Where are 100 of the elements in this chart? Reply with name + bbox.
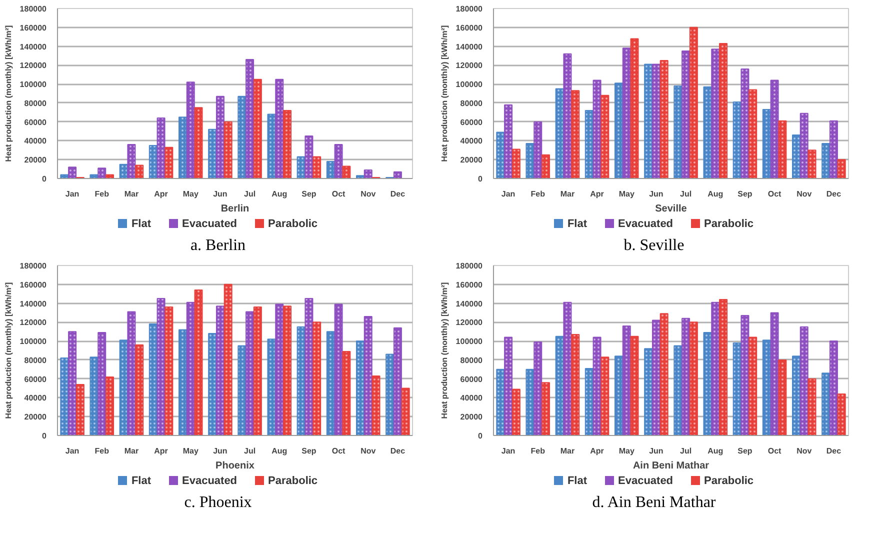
x-tick-label: Mar xyxy=(124,190,139,198)
y-tick-label: 60000 xyxy=(24,374,48,384)
y-tick-label: 140000 xyxy=(20,42,48,52)
x-tick-label: May xyxy=(182,446,199,456)
x-tick-label: Jun xyxy=(213,446,228,456)
legend-label: Evacuated xyxy=(181,474,238,489)
text: b. Seville xyxy=(624,236,684,256)
x-tick-label: Aug xyxy=(272,190,288,198)
legend-label: Parabolic xyxy=(703,217,754,232)
legend-label: Flat xyxy=(130,217,151,232)
legend-label: Parabolic xyxy=(703,474,754,489)
x-tick-label: Nov xyxy=(360,446,376,456)
y-tick-label: 0 xyxy=(478,174,484,184)
x-tick-label: May xyxy=(182,190,199,198)
legend-label: Flat xyxy=(566,217,587,232)
x-axis-title: Phoenix xyxy=(216,460,255,472)
y-axis-title: Heat production (monthly) [kWh/m²] xyxy=(440,24,449,162)
y-tick-label: 100000 xyxy=(20,337,48,346)
y-tick-label: 120000 xyxy=(456,318,484,328)
x-tick-label: Aug xyxy=(708,446,724,456)
x-tick-label: May xyxy=(618,446,635,456)
legend-label: Evacuated xyxy=(181,217,238,232)
y-tick-label: 20000 xyxy=(460,156,484,165)
x-tick-label: Apr xyxy=(590,446,604,456)
x-tick-label: Feb xyxy=(94,190,110,198)
y-tick-label: 80000 xyxy=(24,356,48,365)
x-tick-label: Nov xyxy=(360,190,376,198)
x-axis-title: Seville xyxy=(655,204,688,214)
x-tick-label: Oct xyxy=(332,190,346,198)
y-tick-label: 80000 xyxy=(460,98,484,108)
x-tick-label: Feb xyxy=(530,446,546,456)
x-axis-title: Berlin xyxy=(220,204,250,214)
x-tick-label: Dec xyxy=(826,446,842,456)
legend-label: Evacuated xyxy=(617,474,674,489)
x-tick-label: Jul xyxy=(244,446,256,456)
legend-label: Evacuated xyxy=(617,217,674,232)
x-tick-label: Apr xyxy=(154,446,168,456)
x-tick-label: Nov xyxy=(796,446,812,456)
y-tick-label: 120000 xyxy=(20,318,48,328)
x-tick-label: Jan xyxy=(501,446,516,456)
y-tick-label: 140000 xyxy=(456,299,484,308)
x-tick-label: Jan xyxy=(65,446,80,456)
y-axis-title: Heat production (monthly) [kWh/m²] xyxy=(4,24,13,162)
legend-label: Parabolic xyxy=(267,474,318,489)
y-axis-title: Heat production (monthly) [kWh/m²] xyxy=(440,282,449,419)
y-tick-label: 40000 xyxy=(24,136,48,146)
x-tick-label: May xyxy=(618,190,635,198)
y-tick-label: 60000 xyxy=(460,118,484,127)
x-tick-label: Dec xyxy=(390,446,406,456)
x-tick-label: Feb xyxy=(94,446,110,456)
x-tick-label: Jan xyxy=(65,190,80,198)
y-tick-label: 60000 xyxy=(460,374,484,384)
x-tick-label: Sep xyxy=(738,190,752,198)
y-tick-label: 0 xyxy=(42,174,48,184)
x-tick-label: Jan xyxy=(501,190,516,198)
x-tick-label: Sep xyxy=(738,446,752,456)
y-tick-label: 140000 xyxy=(456,42,484,52)
y-tick-label: 100000 xyxy=(20,80,48,90)
y-tick-label: 20000 xyxy=(24,156,48,165)
x-tick-label: Oct xyxy=(768,446,782,456)
y-tick-label: 60000 xyxy=(24,118,48,127)
x-tick-label: Apr xyxy=(590,190,604,198)
x-tick-label: Aug xyxy=(272,446,288,456)
y-tick-label: 80000 xyxy=(24,98,48,108)
x-tick-label: Oct xyxy=(768,190,782,198)
y-tick-label: 160000 xyxy=(456,280,484,290)
x-tick-label: Mar xyxy=(560,446,575,456)
y-tick-label: 80000 xyxy=(460,356,484,365)
y-tick-label: 20000 xyxy=(24,412,48,422)
x-tick-label: Dec xyxy=(390,190,406,198)
x-tick-label: Jun xyxy=(649,446,664,456)
text: c. Phoenix xyxy=(184,493,252,513)
y-tick-label: 40000 xyxy=(460,394,484,403)
y-tick-label: 160000 xyxy=(20,280,48,290)
x-tick-label: Apr xyxy=(154,190,168,198)
y-tick-label: 0 xyxy=(478,432,484,440)
legend-label: Parabolic xyxy=(267,217,318,232)
x-tick-label: Mar xyxy=(124,446,139,456)
y-tick-label: 20000 xyxy=(460,412,484,422)
x-tick-label: Jun xyxy=(649,190,664,198)
y-tick-label: 40000 xyxy=(460,136,484,146)
x-tick-label: Aug xyxy=(708,190,724,198)
y-tick-label: 180000 xyxy=(456,262,484,270)
text: a. Berlin xyxy=(190,236,246,256)
y-axis-title: Heat production (monthly) [kWh/m²] xyxy=(4,282,13,419)
y-tick-label: 180000 xyxy=(456,4,484,14)
legend-label: Flat xyxy=(566,474,587,489)
x-tick-label: Jul xyxy=(680,446,692,456)
x-tick-label: Jun xyxy=(213,190,228,198)
y-tick-label: 120000 xyxy=(456,61,484,70)
legend-label: Flat xyxy=(130,474,151,489)
y-tick-label: 160000 xyxy=(456,23,484,32)
y-tick-label: 120000 xyxy=(20,61,48,70)
text: d. Ain Beni Mathar xyxy=(592,493,716,513)
x-tick-label: Dec xyxy=(826,190,842,198)
y-tick-label: 100000 xyxy=(456,80,484,90)
y-tick-label: 160000 xyxy=(20,23,48,32)
y-tick-label: 180000 xyxy=(20,4,48,14)
y-tick-label: 140000 xyxy=(20,299,48,308)
x-tick-label: Jul xyxy=(244,190,256,198)
